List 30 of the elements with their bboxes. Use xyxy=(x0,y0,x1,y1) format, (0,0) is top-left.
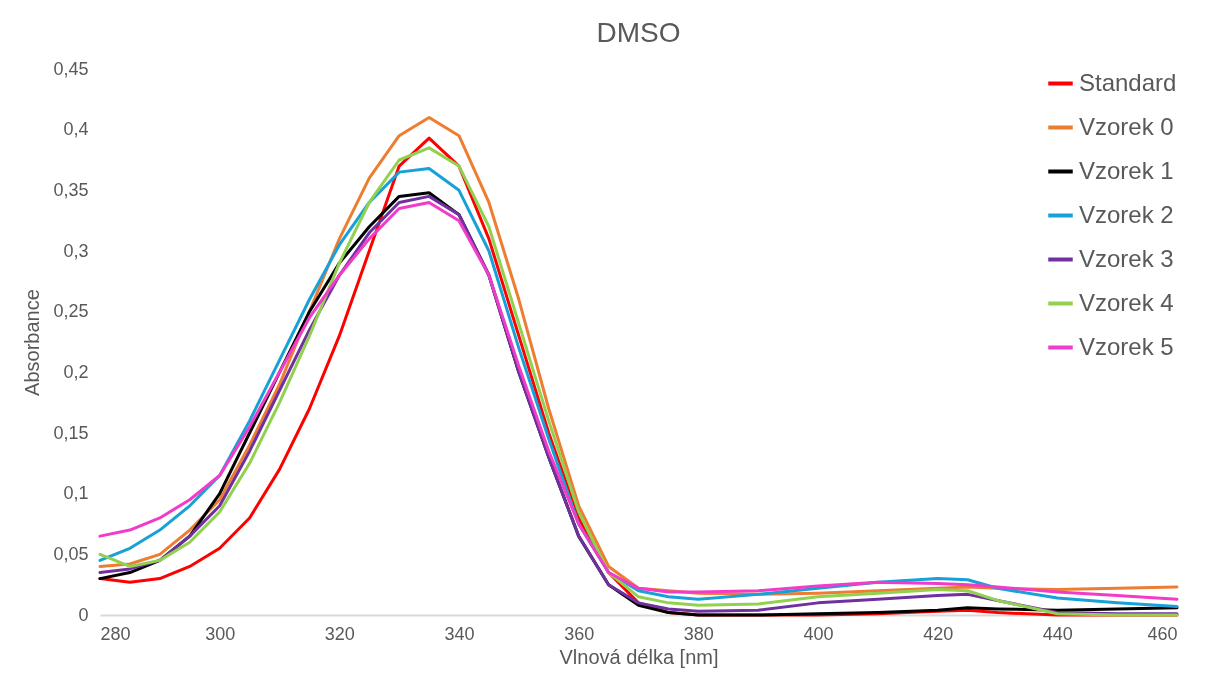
legend-label: Vzorek 5 xyxy=(1079,332,1174,360)
y-tick-label: 0,35 xyxy=(53,179,89,200)
x-tick-label: 400 xyxy=(803,623,834,644)
y-tick-label: 0 xyxy=(78,604,89,625)
x-tick-label: 380 xyxy=(683,623,714,644)
x-tick-label: 420 xyxy=(923,623,954,644)
y-tick-label: 0,45 xyxy=(53,58,89,79)
y-tick-label: 0,3 xyxy=(63,240,89,261)
legend-label: Vzorek 2 xyxy=(1079,200,1174,228)
legend-label: Vzorek 1 xyxy=(1079,156,1174,184)
legend-label: Vzorek 4 xyxy=(1079,288,1174,316)
y-tick-label: 0,1 xyxy=(63,483,89,504)
y-axis-title: Absorbance xyxy=(21,289,44,396)
y-tick-label: 0,4 xyxy=(63,119,89,140)
legend-label: Vzorek 3 xyxy=(1079,244,1174,272)
x-tick-label: 460 xyxy=(1147,623,1178,644)
x-tick-label: 320 xyxy=(324,623,355,644)
x-tick-label: 360 xyxy=(564,623,595,644)
y-tick-label: 0,2 xyxy=(63,361,89,382)
legend-label: Vzorek 0 xyxy=(1079,112,1174,140)
x-tick-label: 280 xyxy=(100,623,131,644)
x-axis-title: Vlnová délka [nm] xyxy=(559,645,719,668)
x-tick-label: 440 xyxy=(1042,623,1073,644)
y-tick-label: 0,15 xyxy=(53,422,89,443)
x-tick-label: 300 xyxy=(205,623,236,644)
y-tick-label: 0,05 xyxy=(53,543,89,564)
legend-label: Standard xyxy=(1079,68,1177,96)
chart-title: DMSO xyxy=(596,17,681,48)
x-tick-label: 340 xyxy=(444,623,475,644)
y-tick-label: 0,25 xyxy=(53,301,89,322)
